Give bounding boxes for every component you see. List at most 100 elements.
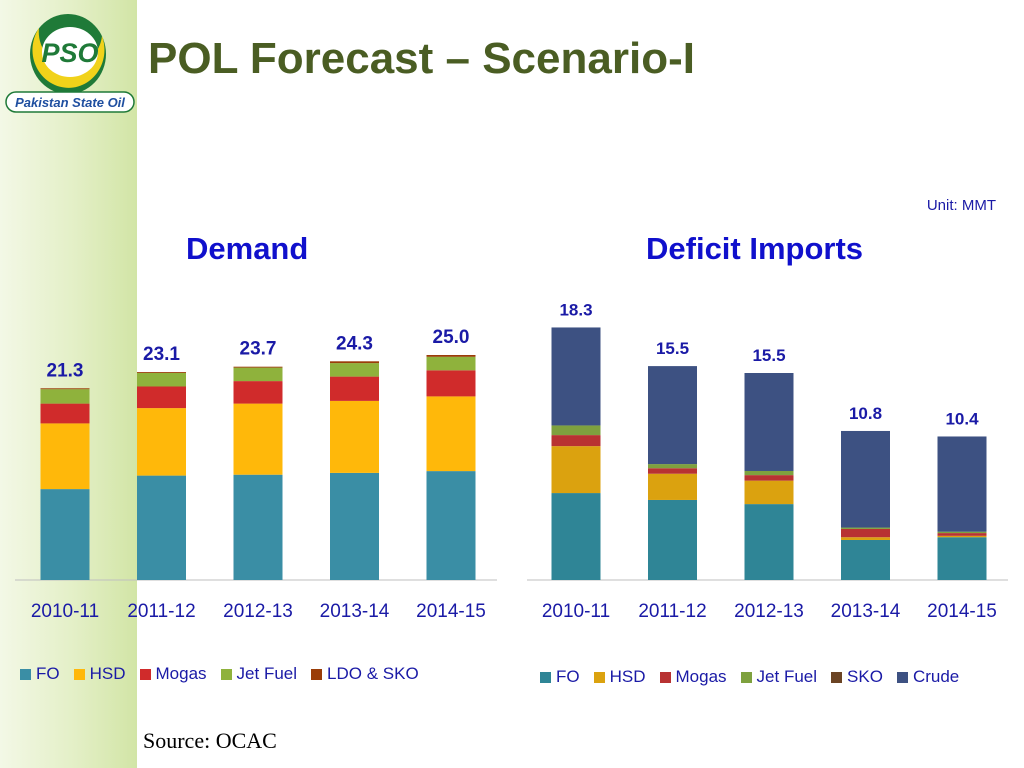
demand-bar-hsd-2012-13 — [233, 403, 283, 475]
deficit-bar-hsd-2013-14 — [841, 537, 890, 540]
deficit-legend-item-mogas: Mogas — [659, 667, 727, 687]
deficit-legend-item-crude: Crude — [896, 667, 960, 687]
deficit-total-label-2012-13: 15.5 — [752, 346, 785, 365]
demand-legend-label: LDO & SKO — [327, 664, 419, 683]
demand-total-label-2013-14: 24.3 — [336, 333, 373, 354]
demand-legend-item-mogas: Mogas — [139, 664, 207, 684]
demand-legend-item-fo: FO — [20, 664, 60, 684]
deficit-legend-item-fo: FO — [540, 667, 580, 687]
deficit-bar-crude-2014-15 — [937, 436, 987, 532]
deficit-legend-swatch — [540, 671, 551, 683]
demand-legend-item-ldo-sko: LDO & SKO — [311, 664, 419, 684]
demand-legend-swatch — [139, 668, 151, 680]
pso-logo: PSO Pakistan State Oil — [5, 14, 135, 113]
page-title: POL Forecast – Scenario-I — [148, 34, 695, 83]
deficit-bar-mogas-2014-15 — [937, 533, 987, 536]
demand-bar-ldo-sko-2012-13 — [233, 366, 283, 368]
demand-x-tick-2014-15: 2014-15 — [416, 601, 486, 622]
demand-legend-label: Mogas — [155, 664, 207, 683]
deficit-legend-item-jet-fuel: Jet Fuel — [740, 667, 818, 687]
demand-bar-ldo-sko-2014-15 — [426, 355, 476, 357]
deficit-x-tick-2011-12: 2011-12 — [638, 601, 706, 622]
deficit-bar-jet-fuel-2011-12 — [648, 464, 697, 469]
demand-bar-jet-fuel-2014-15 — [426, 356, 476, 371]
deficit-legend-label: HSD — [609, 667, 646, 686]
demand-total-label-2011-12: 23.1 — [143, 344, 180, 365]
deficit-legend-label: Jet Fuel — [756, 667, 818, 686]
demand-legend-swatch — [20, 668, 31, 680]
demand-bar-fo-2014-15 — [426, 471, 476, 580]
demand-x-tick-2012-13: 2012-13 — [223, 601, 293, 622]
deficit-bar-crude-2011-12 — [648, 366, 697, 465]
deficit-legend-label: SKO — [847, 667, 883, 686]
side-band — [0, 0, 137, 768]
deficit-legend-item-hsd: HSD — [593, 667, 646, 687]
deficit-bar-mogas-2010-11 — [551, 435, 601, 447]
demand-bar-hsd-2014-15 — [426, 396, 476, 472]
deficit-bar-fo-2010-11 — [551, 493, 601, 580]
demand-total-label-2012-13: 23.7 — [240, 339, 277, 360]
deficit-bar-mogas-2013-14 — [841, 528, 890, 538]
demand-bar-mogas-2011-12 — [137, 386, 186, 409]
deficit-legend-label: Crude — [912, 667, 960, 686]
deficit-bar-mogas-2011-12 — [648, 468, 697, 474]
demand-legend: FO HSD Mogas Jet Fuel LDO & SKO — [20, 664, 433, 684]
deficit-legend-swatch — [831, 671, 843, 683]
demand-bar-ldo-sko-2013-14 — [330, 361, 379, 364]
demand-legend-swatch — [311, 668, 323, 680]
demand-bar-mogas-2012-13 — [233, 381, 283, 404]
demand-legend-label: Jet Fuel — [236, 664, 298, 683]
demand-chart-title: Demand — [186, 231, 309, 266]
demand-bar-jet-fuel-2013-14 — [330, 363, 379, 377]
deficit-bar-fo-2011-12 — [648, 499, 697, 580]
deficit-legend-swatch — [593, 671, 605, 683]
deficit-chart-title: Deficit Imports — [646, 231, 864, 266]
deficit-bar-hsd-2010-11 — [551, 446, 601, 494]
deficit-bar-crude-2012-13 — [744, 373, 794, 471]
deficit-x-tick-2013-14: 2013-14 — [831, 601, 901, 622]
demand-legend-swatch — [220, 668, 232, 680]
deficit-bar-jet-fuel-2012-13 — [744, 470, 794, 476]
deficit-bar-crude-2010-11 — [551, 327, 601, 426]
demand-legend-swatch — [73, 668, 85, 680]
deficit-bar-fo-2012-13 — [744, 504, 794, 580]
deficit-bar-jet-fuel-2013-14 — [841, 527, 890, 529]
deficit-legend-swatch — [659, 671, 671, 683]
deficit-total-label-2014-15: 10.4 — [945, 409, 979, 428]
demand-bar-fo-2013-14 — [330, 472, 379, 580]
deficit-total-label-2011-12: 15.5 — [656, 339, 689, 358]
demand-legend-item-hsd: HSD — [73, 664, 126, 684]
deficit-x-tick-2010-11: 2010-11 — [542, 601, 610, 622]
demand-legend-label: HSD — [89, 664, 126, 683]
demand-bar-mogas-2014-15 — [426, 370, 476, 397]
deficit-bar-jet-fuel-2014-15 — [937, 531, 987, 534]
deficit-bar-mogas-2012-13 — [744, 475, 794, 481]
deficit-total-label-2010-11: 18.3 — [559, 300, 592, 319]
deficit-x-tick-2012-13: 2012-13 — [734, 601, 804, 622]
demand-x-tick-2013-14: 2013-14 — [320, 601, 390, 622]
demand-bar-jet-fuel-2011-12 — [137, 373, 186, 387]
logo-name-text: Pakistan State Oil — [15, 95, 125, 110]
deficit-legend-swatch — [896, 671, 908, 683]
deficit-legend-swatch — [740, 671, 752, 683]
deficit-legend: FO HSD Mogas Jet Fuel SKO Crude — [540, 667, 973, 687]
logo-mark-text: PSO — [41, 38, 98, 68]
deficit-bar-hsd-2014-15 — [937, 535, 987, 538]
deficit-total-label-2013-14: 10.8 — [849, 404, 882, 423]
demand-bar-fo-2012-13 — [233, 474, 283, 580]
source-note: Source: OCAC — [143, 728, 277, 753]
deficit-bar-hsd-2012-13 — [744, 480, 794, 505]
demand-bar-ldo-sko-2011-12 — [137, 372, 186, 373]
demand-bar-mogas-2013-14 — [330, 376, 379, 401]
demand-legend-label: FO — [36, 664, 60, 683]
deficit-bar-fo-2014-15 — [937, 537, 987, 580]
deficit-bar-crude-2013-14 — [841, 430, 890, 528]
deficit-legend-label: FO — [556, 667, 580, 686]
demand-bar-jet-fuel-2012-13 — [233, 367, 283, 382]
deficit-bar-hsd-2011-12 — [648, 473, 697, 500]
unit-note: Unit: MMT — [926, 197, 996, 214]
demand-total-label-2014-15: 25.0 — [433, 327, 470, 348]
deficit-legend-label: Mogas — [675, 667, 727, 686]
demand-legend-item-jet-fuel: Jet Fuel — [220, 664, 298, 684]
